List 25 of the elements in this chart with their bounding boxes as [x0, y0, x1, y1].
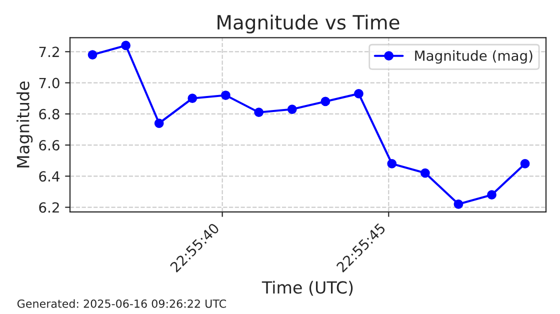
- y-tick-label: 6.6: [39, 140, 60, 151]
- x-axis-title: Time (UTC): [262, 280, 353, 296]
- y-tick-label: 6.8: [39, 108, 60, 120]
- text: Generated: 2025-06-16 09:26:22 UTC: [17, 299, 226, 308]
- point: [188, 94, 198, 104]
- chart-title: Magnitude vs Time: [218, 14, 400, 34]
- point: [487, 190, 496, 200]
- point: [320, 96, 330, 106]
- point: [287, 104, 297, 114]
- point: [220, 90, 230, 100]
- y-tick-label: 6.2: [39, 202, 59, 213]
- point: [254, 108, 264, 118]
- point: [387, 159, 397, 168]
- y-axis-title: Magnitude: [16, 82, 33, 168]
- point: [520, 159, 530, 168]
- point: [420, 168, 430, 178]
- point: [154, 118, 164, 128]
- point: [88, 50, 98, 60]
- y-tick-label: 6.4: [39, 171, 60, 182]
- legend-label: Magnitude (mag): [415, 50, 532, 64]
- y-tick-label: 7.0: [39, 78, 60, 88]
- y-tick-label: 7.2: [39, 46, 59, 57]
- point: [354, 89, 364, 98]
- point: [454, 199, 464, 209]
- point: [121, 40, 130, 50]
